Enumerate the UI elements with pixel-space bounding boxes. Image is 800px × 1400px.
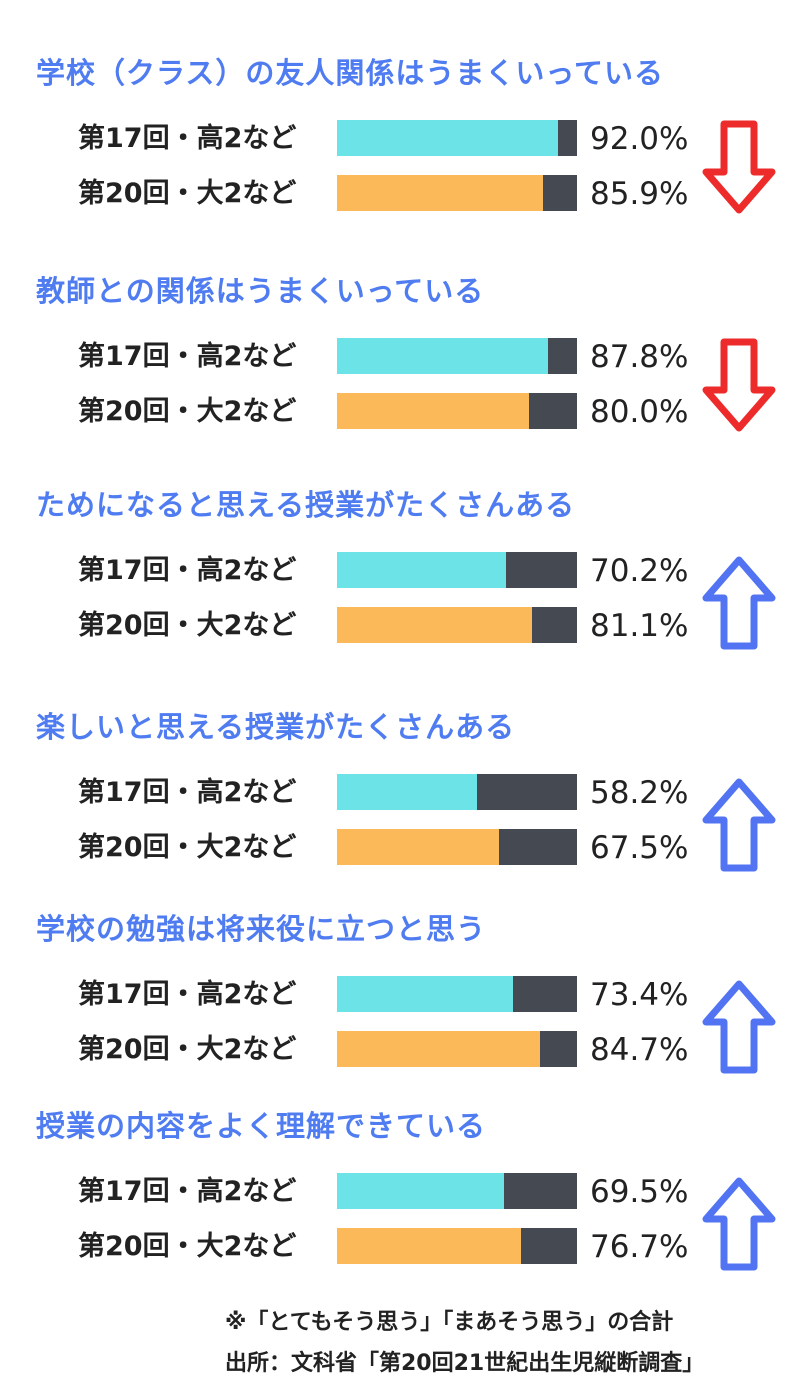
bar-label: 第17回・高2など [78, 123, 297, 154]
group-title: 授業の内容をよく理解できている [36, 1109, 487, 1143]
group-title: 教師との関係はうまくいっている [36, 274, 485, 308]
bar-track [337, 1031, 577, 1067]
bar-label: 第20回・大2など [78, 1231, 297, 1262]
bar-fill [337, 393, 529, 429]
bar-row: 第20回・大2など 76.7% [0, 1228, 800, 1266]
bar-fill [337, 552, 506, 588]
bar-label: 第17回・高2など [78, 979, 297, 1010]
chart-group: 楽しいと思える授業がたくさんある第17回・高2など 58.2% 第20回・大2など 6… [0, 704, 800, 904]
bar-track [337, 338, 577, 374]
bar-value-label: 80.0% [590, 394, 689, 430]
bar-value-label: 87.8% [590, 339, 689, 375]
trend-arrow-shape [702, 980, 776, 1074]
bar-label: 第20回・大2など [78, 396, 297, 427]
down-arrow-icon [702, 338, 776, 432]
bar-label: 第20回・大2など [78, 178, 297, 209]
bar-row: 第17回・高2など 92.0% [0, 120, 800, 158]
chart-group: ためになると思える授業がたくさんある第17回・高2など 70.2% 第20回・大2な… [0, 482, 800, 682]
bar-label: 第20回・大2など [78, 1034, 297, 1065]
group-title: 学校（クラス）の友人関係はうまくいっている [36, 56, 664, 90]
footnote-source: 出所：文科省「第20回21世紀出生児縦断調査」 [225, 1351, 705, 1376]
bar-fill [337, 338, 548, 374]
trend-arrow-shape [702, 338, 776, 432]
bar-row: 第20回・大2など 80.0% [0, 393, 800, 431]
bar-fill [337, 607, 532, 643]
bar-value-label: 85.9% [590, 176, 689, 212]
bar-fill [337, 1031, 541, 1067]
up-arrow-icon [702, 556, 776, 650]
bar-row: 第20回・大2など 67.5% [0, 829, 800, 867]
chart-group: 授業の内容をよく理解できている第17回・高2など 69.5% 第20回・大2など 76… [0, 1103, 800, 1303]
bar-fill [337, 774, 477, 810]
bar-value-label: 73.4% [590, 977, 689, 1013]
up-arrow-icon [702, 1177, 776, 1271]
group-title: 学校の勉強は将来役に立つと思う [36, 912, 487, 946]
bar-label: 第17回・高2など [78, 1176, 297, 1207]
bar-label: 第17回・高2など [78, 777, 297, 808]
bar-track [337, 393, 577, 429]
bar-value-label: 84.7% [590, 1032, 689, 1068]
chart-group: 学校（クラス）の友人関係はうまくいっている第17回・高2など 92.0% 第20回・… [0, 50, 800, 250]
bar-value-label: 58.2% [590, 775, 689, 811]
bar-track [337, 1228, 577, 1264]
bar-fill [337, 1173, 504, 1209]
bar-fill [337, 976, 514, 1012]
bar-label: 第20回・大2など [78, 610, 297, 641]
bar-row: 第17回・高2など 73.4% [0, 976, 800, 1014]
chart-group: 学校の勉強は将来役に立つと思う第17回・高2など 73.4% 第20回・大2など 84… [0, 906, 800, 1106]
bar-track [337, 774, 577, 810]
trend-arrow-shape [702, 778, 776, 872]
bar-row: 第17回・高2など 70.2% [0, 552, 800, 590]
bar-label: 第17回・高2など [78, 341, 297, 372]
group-title: 楽しいと思える授業がたくさんある [36, 710, 516, 744]
bar-track [337, 1173, 577, 1209]
bar-row: 第17回・高2など 69.5% [0, 1173, 800, 1211]
bar-label: 第20回・大2など [78, 832, 297, 863]
bar-fill [337, 829, 499, 865]
group-title: ためになると思える授業がたくさんある [36, 488, 576, 522]
bar-track [337, 607, 577, 643]
trend-arrow-shape [702, 556, 776, 650]
trend-arrow-shape [702, 1177, 776, 1271]
bar-value-label: 92.0% [590, 121, 689, 157]
bar-row: 第17回・高2など 87.8% [0, 338, 800, 376]
bar-value-label: 76.7% [590, 1229, 689, 1265]
bar-track [337, 976, 577, 1012]
bar-row: 第20回・大2など 84.7% [0, 1031, 800, 1069]
down-arrow-icon [702, 120, 776, 214]
chart-group: 教師との関係はうまくいっている第17回・高2など 87.8% 第20回・大2など 80… [0, 268, 800, 468]
bar-track [337, 120, 577, 156]
bar-value-label: 81.1% [590, 608, 689, 644]
bar-fill [337, 175, 544, 211]
bar-value-label: 67.5% [590, 830, 689, 866]
bar-track [337, 552, 577, 588]
bar-fill [337, 1228, 522, 1264]
bar-track [337, 829, 577, 865]
bar-value-label: 70.2% [590, 553, 689, 589]
footnote-note: ※「とてもそう思う」「まあそう思う」の合計 [225, 1310, 674, 1335]
up-arrow-icon [702, 778, 776, 872]
bar-label: 第17回・高2など [78, 555, 297, 586]
bar-value-label: 69.5% [590, 1174, 689, 1210]
bar-row: 第20回・大2など 85.9% [0, 175, 800, 213]
bar-fill [337, 120, 558, 156]
up-arrow-icon [702, 980, 776, 1074]
bar-track [337, 175, 577, 211]
trend-arrow-shape [702, 120, 776, 214]
bar-row: 第17回・高2など 58.2% [0, 774, 800, 812]
bar-row: 第20回・大2など 81.1% [0, 607, 800, 645]
